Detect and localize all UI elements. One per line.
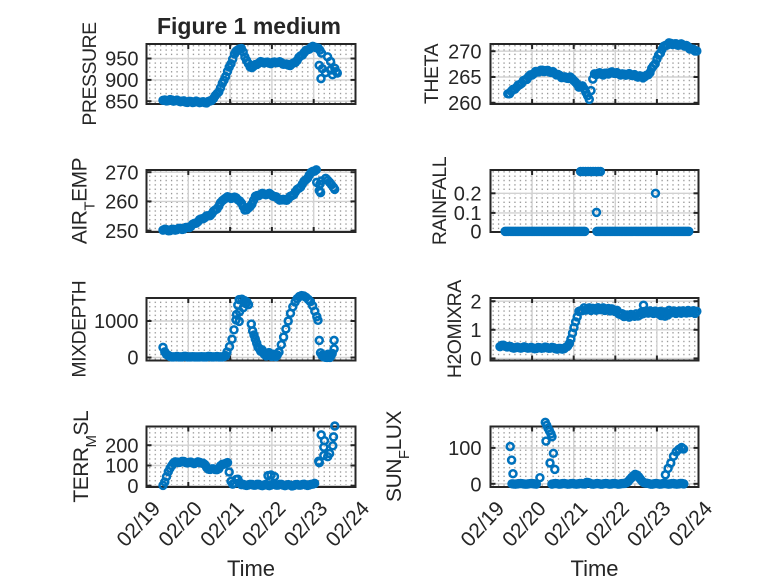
svg-text:260: 260 [448,93,481,115]
svg-text:0: 0 [127,348,138,370]
svg-text:Time: Time [570,556,618,581]
svg-text:PRESSURE: PRESSURE [79,22,101,126]
svg-text:270: 270 [448,41,481,63]
svg-text:850: 850 [105,91,138,113]
svg-text:0: 0 [470,222,481,244]
svg-text:0.1: 0.1 [454,203,482,225]
svg-text:1: 1 [470,320,481,342]
svg-text:2: 2 [470,291,481,313]
svg-text:Time: Time [227,556,275,581]
svg-text:260: 260 [105,192,138,214]
svg-text:Figure 1 medium: Figure 1 medium [157,13,341,39]
svg-text:250: 250 [105,221,138,243]
svg-text:0: 0 [127,476,138,498]
svg-text:100: 100 [448,438,481,460]
svg-text:0: 0 [470,475,481,497]
svg-text:RAINFALL: RAINFALL [429,156,451,245]
svg-text:270: 270 [105,162,138,184]
svg-text:MIXDEPTH: MIXDEPTH [68,281,90,378]
svg-text:0.2: 0.2 [454,184,482,206]
svg-text:200: 200 [105,435,138,457]
svg-text:100: 100 [105,456,138,478]
svg-text:950: 950 [105,49,138,71]
svg-text:0: 0 [470,349,481,371]
svg-text:1000: 1000 [94,311,139,333]
svg-text:H2OMIXRA: H2OMIXRA [444,280,466,378]
svg-text:THETA: THETA [421,44,443,104]
svg-text:265: 265 [448,67,481,89]
svg-text:900: 900 [105,70,138,92]
